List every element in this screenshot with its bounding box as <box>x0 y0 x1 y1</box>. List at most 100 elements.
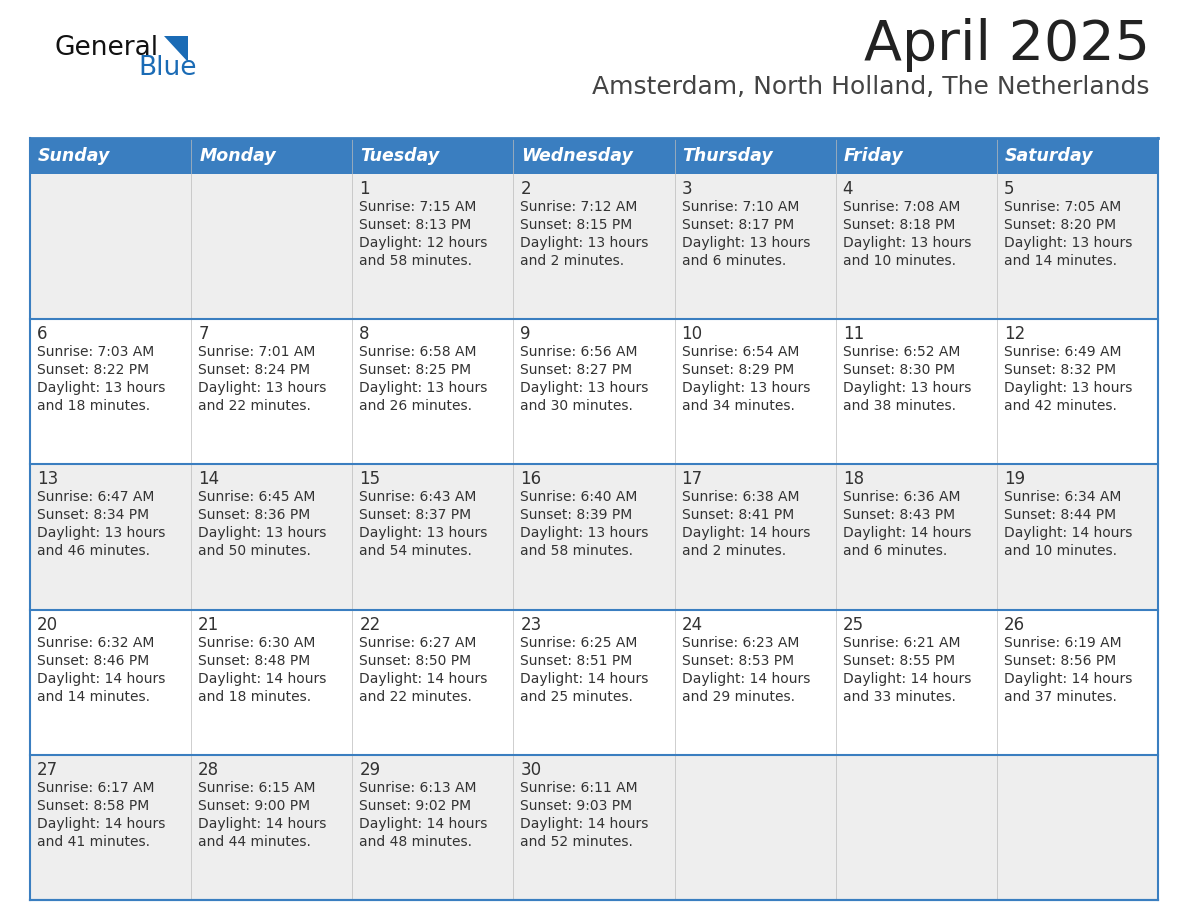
Text: Sunset: 8:39 PM: Sunset: 8:39 PM <box>520 509 633 522</box>
Text: Sunrise: 6:25 AM: Sunrise: 6:25 AM <box>520 635 638 650</box>
Text: Sunrise: 7:03 AM: Sunrise: 7:03 AM <box>37 345 154 359</box>
Text: and 46 minutes.: and 46 minutes. <box>37 544 150 558</box>
Bar <box>353 319 513 465</box>
Text: Sunset: 8:53 PM: Sunset: 8:53 PM <box>682 654 794 667</box>
Text: Sunrise: 6:34 AM: Sunrise: 6:34 AM <box>1004 490 1121 504</box>
Text: Sunrise: 6:11 AM: Sunrise: 6:11 AM <box>520 781 638 795</box>
Text: 29: 29 <box>359 761 380 778</box>
Text: Tuesday: Tuesday <box>360 147 440 165</box>
Text: Friday: Friday <box>843 147 903 165</box>
Text: 18: 18 <box>842 470 864 488</box>
Bar <box>835 610 997 755</box>
Text: Sunset: 8:24 PM: Sunset: 8:24 PM <box>198 364 310 377</box>
Text: 17: 17 <box>682 470 702 488</box>
Text: and 50 minutes.: and 50 minutes. <box>198 544 311 558</box>
Text: Daylight: 13 hours: Daylight: 13 hours <box>842 236 971 250</box>
Text: and 18 minutes.: and 18 minutes. <box>37 399 150 413</box>
Bar <box>675 755 835 900</box>
Text: 13: 13 <box>37 470 58 488</box>
Bar <box>835 755 997 900</box>
Text: Daylight: 13 hours: Daylight: 13 hours <box>520 381 649 396</box>
Text: 21: 21 <box>198 616 220 633</box>
Text: Daylight: 13 hours: Daylight: 13 hours <box>359 526 487 541</box>
Text: and 37 minutes.: and 37 minutes. <box>1004 689 1117 703</box>
Bar <box>513 319 675 465</box>
Text: 19: 19 <box>1004 470 1025 488</box>
Bar <box>997 174 1158 319</box>
Text: Sunrise: 6:13 AM: Sunrise: 6:13 AM <box>359 781 476 795</box>
Text: Daylight: 13 hours: Daylight: 13 hours <box>1004 236 1132 250</box>
Text: Sunrise: 6:17 AM: Sunrise: 6:17 AM <box>37 781 154 795</box>
Text: Daylight: 13 hours: Daylight: 13 hours <box>198 381 327 396</box>
Text: Sunrise: 6:23 AM: Sunrise: 6:23 AM <box>682 635 800 650</box>
Text: April 2025: April 2025 <box>864 18 1150 72</box>
Bar <box>191 319 353 465</box>
Text: Sunrise: 6:45 AM: Sunrise: 6:45 AM <box>198 490 316 504</box>
Text: Daylight: 13 hours: Daylight: 13 hours <box>682 381 810 396</box>
Text: and 54 minutes.: and 54 minutes. <box>359 544 472 558</box>
Bar <box>675 174 835 319</box>
Text: Sunset: 8:50 PM: Sunset: 8:50 PM <box>359 654 472 667</box>
Text: and 10 minutes.: and 10 minutes. <box>1004 544 1117 558</box>
Text: Saturday: Saturday <box>1005 147 1093 165</box>
Text: Sunset: 9:00 PM: Sunset: 9:00 PM <box>198 799 310 812</box>
Text: and 25 minutes.: and 25 minutes. <box>520 689 633 703</box>
Text: Daylight: 14 hours: Daylight: 14 hours <box>682 526 810 541</box>
Text: Monday: Monday <box>200 147 276 165</box>
Text: and 44 minutes.: and 44 minutes. <box>198 834 311 849</box>
Text: and 30 minutes.: and 30 minutes. <box>520 399 633 413</box>
Text: and 41 minutes.: and 41 minutes. <box>37 834 150 849</box>
Text: and 42 minutes.: and 42 minutes. <box>1004 399 1117 413</box>
Text: Daylight: 14 hours: Daylight: 14 hours <box>1004 526 1132 541</box>
Text: 26: 26 <box>1004 616 1025 633</box>
Bar <box>997 319 1158 465</box>
Text: Daylight: 13 hours: Daylight: 13 hours <box>520 526 649 541</box>
Text: and 6 minutes.: and 6 minutes. <box>682 254 785 268</box>
Text: Sunset: 8:32 PM: Sunset: 8:32 PM <box>1004 364 1116 377</box>
Text: 8: 8 <box>359 325 369 343</box>
Text: Sunrise: 6:56 AM: Sunrise: 6:56 AM <box>520 345 638 359</box>
Bar <box>191 755 353 900</box>
Text: Sunrise: 6:54 AM: Sunrise: 6:54 AM <box>682 345 800 359</box>
Text: Daylight: 13 hours: Daylight: 13 hours <box>37 381 165 396</box>
Bar <box>513 465 675 610</box>
Text: Daylight: 13 hours: Daylight: 13 hours <box>1004 381 1132 396</box>
Bar <box>191 610 353 755</box>
Text: 4: 4 <box>842 180 853 198</box>
Text: 12: 12 <box>1004 325 1025 343</box>
Text: Sunrise: 6:58 AM: Sunrise: 6:58 AM <box>359 345 476 359</box>
Text: 24: 24 <box>682 616 702 633</box>
Text: Sunset: 8:44 PM: Sunset: 8:44 PM <box>1004 509 1116 522</box>
Text: 23: 23 <box>520 616 542 633</box>
Text: and 33 minutes.: and 33 minutes. <box>842 689 955 703</box>
Text: Wednesday: Wednesday <box>522 147 633 165</box>
Text: Daylight: 13 hours: Daylight: 13 hours <box>37 526 165 541</box>
Text: Sunset: 8:27 PM: Sunset: 8:27 PM <box>520 364 632 377</box>
Text: and 58 minutes.: and 58 minutes. <box>520 544 633 558</box>
Text: and 38 minutes.: and 38 minutes. <box>842 399 955 413</box>
Bar <box>353 465 513 610</box>
Bar <box>513 174 675 319</box>
Text: Daylight: 14 hours: Daylight: 14 hours <box>1004 672 1132 686</box>
Bar <box>30 138 1158 174</box>
Bar <box>30 465 191 610</box>
Bar <box>997 610 1158 755</box>
Text: Sunset: 8:48 PM: Sunset: 8:48 PM <box>198 654 310 667</box>
Bar <box>353 174 513 319</box>
Text: 3: 3 <box>682 180 693 198</box>
Text: Sunrise: 6:38 AM: Sunrise: 6:38 AM <box>682 490 800 504</box>
Text: and 2 minutes.: and 2 minutes. <box>520 254 625 268</box>
Text: Daylight: 14 hours: Daylight: 14 hours <box>842 526 971 541</box>
Text: 25: 25 <box>842 616 864 633</box>
Bar <box>835 319 997 465</box>
Text: Daylight: 14 hours: Daylight: 14 hours <box>842 672 971 686</box>
Bar <box>997 755 1158 900</box>
Text: 5: 5 <box>1004 180 1015 198</box>
Text: Sunset: 8:36 PM: Sunset: 8:36 PM <box>198 509 310 522</box>
Text: 7: 7 <box>198 325 209 343</box>
Text: 9: 9 <box>520 325 531 343</box>
Text: Daylight: 14 hours: Daylight: 14 hours <box>520 672 649 686</box>
Text: and 29 minutes.: and 29 minutes. <box>682 689 795 703</box>
Text: General: General <box>55 35 159 61</box>
Text: Sunset: 8:13 PM: Sunset: 8:13 PM <box>359 218 472 232</box>
